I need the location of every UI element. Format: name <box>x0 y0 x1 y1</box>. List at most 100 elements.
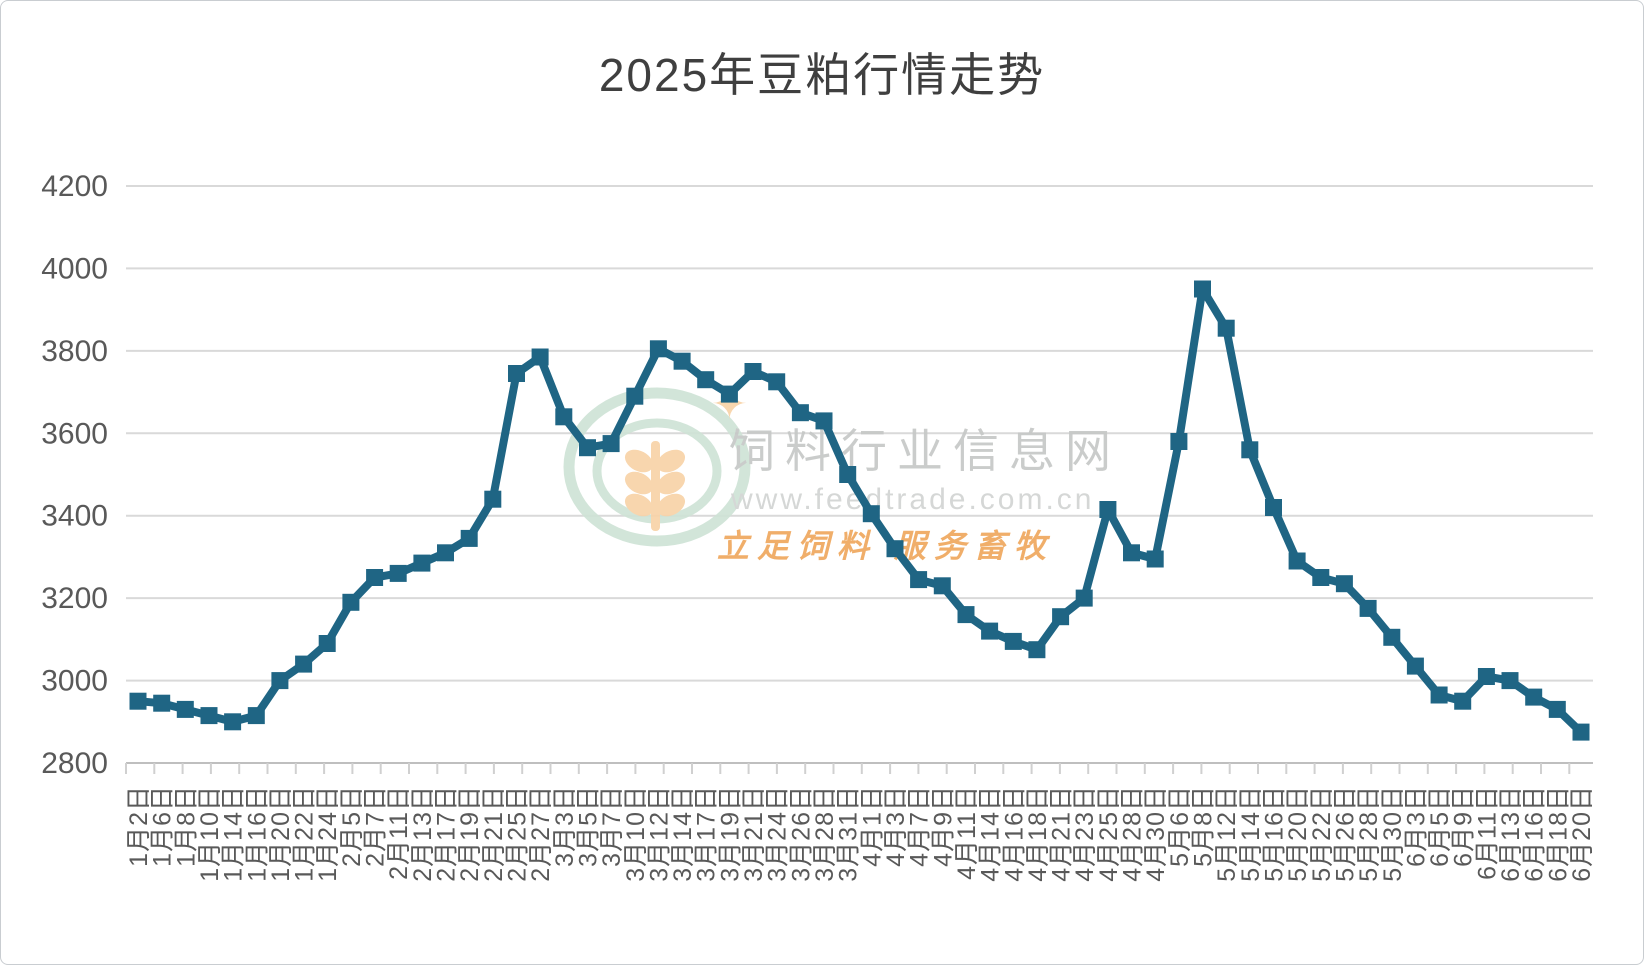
x-axis-date-label: 1月20日 <box>267 785 295 882</box>
data-point-marker <box>1454 692 1472 710</box>
x-axis-date-label: 6月13日 <box>1497 785 1525 882</box>
data-point-marker <box>815 412 833 430</box>
data-point-marker <box>1170 433 1188 450</box>
x-axis-date-label: 3月17日 <box>693 785 721 882</box>
data-point-marker <box>1335 575 1353 593</box>
data-point-marker <box>1383 628 1401 646</box>
data-point-marker <box>247 707 265 725</box>
x-axis-date-label: 4月16日 <box>1000 785 1028 882</box>
x-axis-date-label: 3月12日 <box>645 785 673 882</box>
y-axis-tick-label: 3400 <box>41 500 108 533</box>
y-axis-tick-label: 4000 <box>41 252 108 285</box>
data-point-marker <box>484 490 502 508</box>
data-point-marker <box>839 466 857 483</box>
data-point-marker <box>626 387 644 405</box>
x-axis-date-label: 2月17日 <box>433 785 461 882</box>
data-point-marker <box>1028 641 1046 659</box>
x-axis-date-label: 3月28日 <box>811 785 839 882</box>
data-point-marker <box>366 569 384 586</box>
x-axis-date-label: 3月7日 <box>598 785 626 867</box>
data-point-marker <box>295 655 313 673</box>
x-axis-date-label: 4月28日 <box>1119 785 1147 882</box>
data-point-marker <box>1477 668 1495 685</box>
x-axis-date-label: 1月16日 <box>243 785 271 882</box>
x-axis-date-label: 6月5日 <box>1426 785 1454 867</box>
data-point-marker <box>1217 319 1235 337</box>
y-axis-tick-label: 4200 <box>41 170 108 203</box>
y-axis-tick-label: 3600 <box>41 417 108 450</box>
x-axis-date-label: 4月7日 <box>906 785 934 867</box>
data-point-marker <box>862 505 880 523</box>
x-axis-date-label: 3月5日 <box>574 785 602 867</box>
x-axis-date-label: 1月24日 <box>314 785 342 882</box>
x-axis-date-label: 2月11日 <box>385 785 413 880</box>
x-axis-date-label: 6月18日 <box>1544 785 1572 882</box>
data-point-marker <box>1359 599 1377 617</box>
data-point-marker <box>1525 688 1543 706</box>
watermark-name: 饲料行业信息网 <box>729 425 1121 477</box>
data-point-marker <box>153 694 171 712</box>
data-point-marker <box>200 707 218 725</box>
x-axis-date-label: 2月27日 <box>527 785 555 882</box>
y-axis-tick-label: 3800 <box>41 335 108 368</box>
data-point-marker <box>649 340 667 358</box>
data-point-marker <box>1430 686 1448 704</box>
data-point-marker <box>413 554 431 572</box>
data-point-marker <box>460 529 478 547</box>
data-point-marker <box>342 593 360 611</box>
data-point-marker <box>744 363 762 380</box>
data-point-marker <box>933 577 951 595</box>
x-axis-date-label: 1月10日 <box>196 785 224 882</box>
x-axis-date-label: 3月31日 <box>835 785 863 882</box>
data-point-marker <box>129 692 147 710</box>
data-point-marker <box>1406 657 1424 675</box>
data-point-marker <box>1123 544 1140 562</box>
x-axis-date-label: 5月16日 <box>1260 785 1288 882</box>
data-point-marker <box>673 352 691 370</box>
x-axis-date-label: 3月26日 <box>787 785 815 882</box>
y-axis-tick-label: 3200 <box>41 582 108 615</box>
x-axis-date-label: 5月12日 <box>1213 785 1241 882</box>
x-axis-date-label: 2月7日 <box>362 785 390 867</box>
x-axis-date-label: 3月21日 <box>740 785 768 882</box>
y-axis-tick-label: 2800 <box>41 747 108 780</box>
data-point-marker <box>1572 723 1590 741</box>
x-axis-date-label: 4月14日 <box>977 785 1005 882</box>
x-axis-date-label: 1月8日 <box>172 785 200 867</box>
x-axis-date-label: 2月25日 <box>503 785 531 882</box>
data-point-marker <box>1241 441 1259 459</box>
x-axis-date-label: 4月23日 <box>1071 785 1099 882</box>
x-axis-date-label: 1月22日 <box>291 785 319 882</box>
x-axis-date-label: 2月21日 <box>480 785 508 882</box>
x-axis-date-label: 1月2日 <box>125 785 153 867</box>
data-point-marker <box>910 571 928 589</box>
x-axis-date-label: 5月14日 <box>1237 785 1265 882</box>
x-axis-date-label: 6月3日 <box>1402 785 1430 867</box>
x-axis-date-label: 5月30日 <box>1379 785 1407 882</box>
data-point-marker <box>1312 569 1330 586</box>
data-point-marker <box>981 622 999 640</box>
x-axis-date-label: 5月20日 <box>1284 785 1312 882</box>
chart-title: 2025年豆粕行情走势 <box>598 49 1046 101</box>
x-axis-date-label: 4月3日 <box>882 785 910 867</box>
x-axis-date-label: 5月8日 <box>1190 785 1218 867</box>
x-axis-date-label: 2月13日 <box>409 785 437 882</box>
x-axis-date-label: 6月16日 <box>1521 785 1549 882</box>
data-point-marker <box>1004 632 1022 650</box>
data-point-marker <box>437 544 454 562</box>
data-point-marker <box>176 700 194 718</box>
x-axis-date-label: 5月6日 <box>1166 785 1194 867</box>
data-point-marker <box>1052 608 1070 626</box>
x-axis-date-label: 4月9日 <box>929 785 957 867</box>
x-axis-date-label: 3月10日 <box>622 785 650 882</box>
data-point-marker <box>1099 501 1117 518</box>
x-axis-date-label: 6月11日 <box>1473 785 1501 880</box>
data-point-marker <box>531 348 549 366</box>
x-axis-date-label: 4月1日 <box>858 785 886 867</box>
x-axis-date-label: 4月18日 <box>1024 785 1052 882</box>
data-point-marker <box>957 606 975 624</box>
y-axis-tick-label: 3000 <box>41 665 108 698</box>
data-point-marker <box>1288 552 1306 570</box>
data-point-marker <box>1194 280 1211 298</box>
